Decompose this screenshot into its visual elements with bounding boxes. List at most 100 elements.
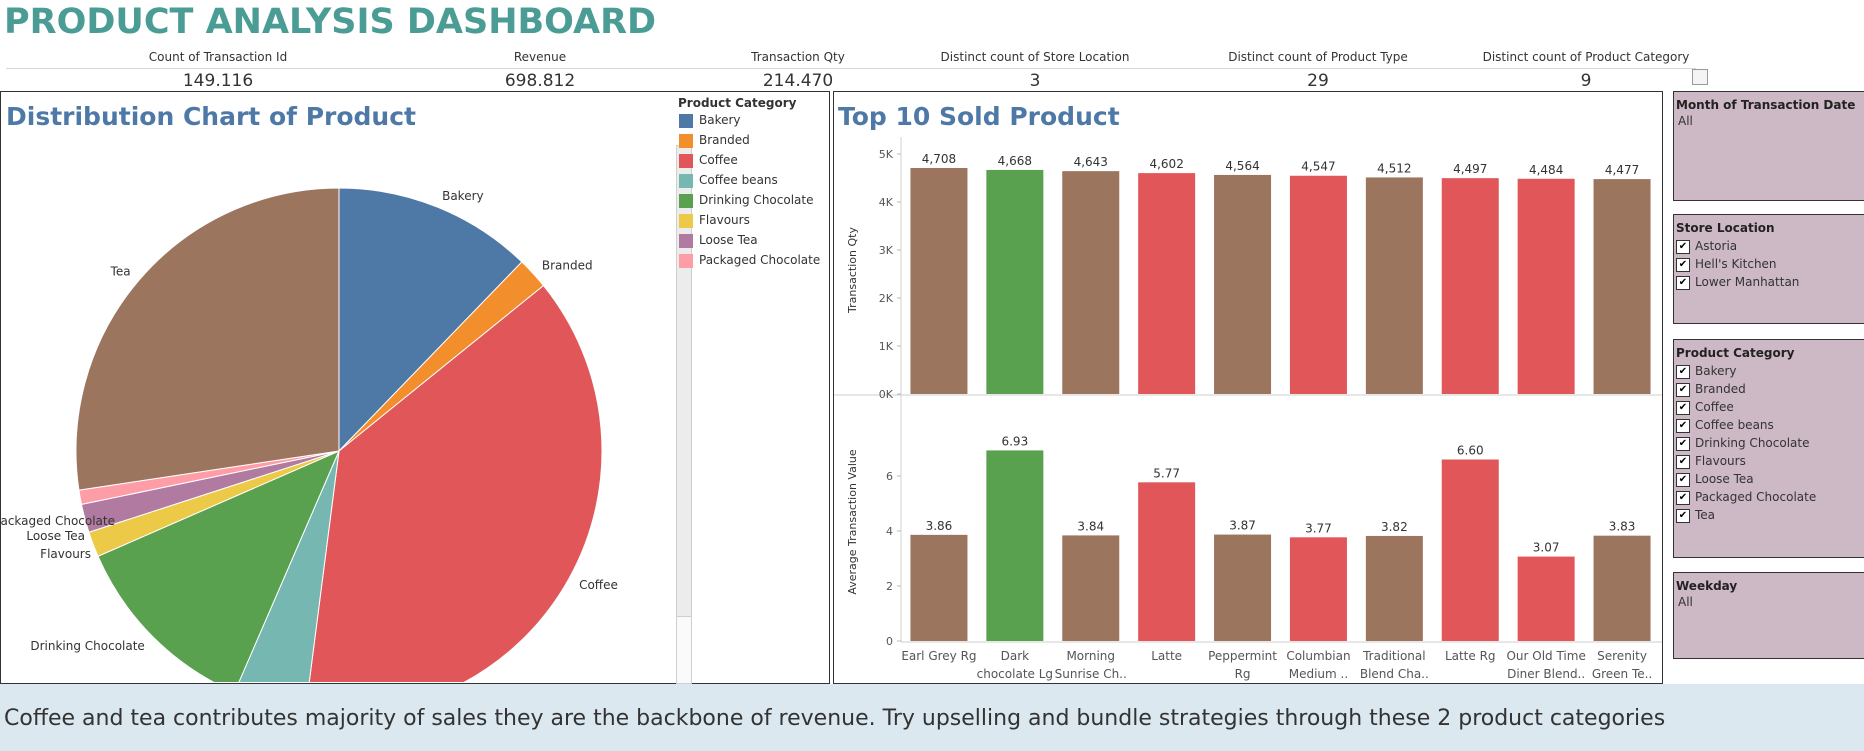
bar-qty[interactable]: [1593, 179, 1651, 394]
bar-qty[interactable]: [1441, 178, 1499, 394]
bar-value-label: 5.77: [1153, 466, 1180, 480]
kpi-checkbox[interactable]: [1692, 69, 1708, 85]
option-label: Branded: [1695, 382, 1746, 396]
filter-option[interactable]: ✔ Coffee beans: [1676, 416, 1864, 434]
filter-weekday[interactable]: Weekday All: [1673, 572, 1864, 659]
bar-avg-value[interactable]: [1289, 537, 1347, 641]
filter-option[interactable]: ✔ Tea: [1676, 506, 1864, 524]
bar-qty[interactable]: [1138, 173, 1196, 394]
kpi-value: 214,470: [762, 71, 834, 86]
filter-value[interactable]: All: [1678, 114, 1693, 128]
kpi-value: 9: [1580, 71, 1592, 86]
panel-title: Distribution Chart of Product: [6, 102, 416, 131]
option-label: Flavours: [1695, 454, 1746, 468]
checkbox-icon[interactable]: ✔: [1676, 257, 1690, 272]
filter-option[interactable]: ✔ Loose Tea: [1676, 470, 1864, 488]
pie-slice-label: Tea: [110, 265, 131, 279]
option-label: Lower Manhattan: [1695, 275, 1800, 289]
filter-option[interactable]: ✔ Astoria: [1676, 237, 1864, 255]
bar-avg-value[interactable]: [1138, 482, 1196, 641]
filter-option[interactable]: ✔ Flavours: [1676, 452, 1864, 470]
bar-qty[interactable]: [1365, 177, 1423, 394]
checkbox-icon[interactable]: ✔: [1676, 418, 1690, 433]
filter-option[interactable]: ✔ Branded: [1676, 380, 1864, 398]
filter-title: Weekday: [1676, 579, 1738, 593]
legend-label: Flavours: [699, 213, 750, 227]
bar-value-label: 4,564: [1225, 159, 1259, 173]
filter-option[interactable]: ✔ Lower Manhattan: [1676, 273, 1864, 291]
checkbox-icon[interactable]: ✔: [1676, 400, 1690, 415]
filter-product-category[interactable]: Product Category ✔ Bakery ✔ Branded ✔ Coffe…: [1673, 339, 1864, 558]
legend-item[interactable]: Coffee beans: [679, 172, 778, 188]
bar-qty[interactable]: [1517, 178, 1575, 394]
pie-slice-bakery[interactable]: [338, 187, 523, 453]
filter-value[interactable]: All: [1678, 595, 1693, 609]
bar-avg-value[interactable]: [1593, 535, 1651, 641]
checkbox-icon[interactable]: ✔: [1676, 508, 1690, 523]
bar-avg-value[interactable]: [1365, 535, 1423, 641]
pie-slice-drinking-chocolate[interactable]: [97, 450, 340, 683]
bar-avg-value[interactable]: [910, 534, 968, 641]
filter-option[interactable]: ✔ Bakery: [1676, 362, 1864, 380]
pie-slice-coffee[interactable]: [305, 284, 603, 683]
x-category-label: Latte Rg: [1445, 649, 1496, 663]
filter-title: Month of Transaction Date: [1676, 98, 1856, 112]
filter-option[interactable]: ✔ Coffee: [1676, 398, 1864, 416]
bar-qty[interactable]: [1289, 175, 1347, 394]
legend-item[interactable]: Flavours: [679, 212, 750, 228]
bar-qty[interactable]: [1062, 171, 1120, 394]
checkbox-icon[interactable]: ✔: [1676, 454, 1690, 469]
x-category-label: Dark: [1001, 649, 1030, 663]
pie-slice-coffee-beans[interactable]: [234, 450, 340, 683]
legend-swatch: [679, 153, 693, 168]
pie-slice-label: Branded: [542, 258, 593, 272]
legend-label: Bakery: [699, 113, 741, 127]
legend-swatch: [679, 113, 693, 128]
kpi-value: 29: [1307, 71, 1329, 86]
checkbox-icon[interactable]: ✔: [1676, 364, 1690, 379]
bar-qty[interactable]: [986, 169, 1044, 394]
y-tick-label: 2K: [879, 292, 894, 305]
filter-option[interactable]: ✔ Hell's Kitchen: [1676, 255, 1864, 273]
bar-avg-value[interactable]: [1441, 459, 1499, 642]
checkbox-icon[interactable]: ✔: [1676, 239, 1690, 254]
legend-item[interactable]: Bakery: [679, 112, 741, 128]
bar-avg-value[interactable]: [1062, 535, 1120, 641]
y-tick-label: 0: [886, 635, 893, 648]
checkbox-icon[interactable]: ✔: [1676, 382, 1690, 397]
legend-item[interactable]: Packaged Chocolate: [679, 252, 820, 268]
filter-option[interactable]: ✔ Drinking Chocolate: [1676, 434, 1864, 452]
pie-chart: Bakery Branded Coffee Drinking Chocolate Fla…: [1, 187, 618, 683]
x-category-label: chocolate Lg: [977, 667, 1053, 681]
legend-item[interactable]: Coffee: [679, 152, 738, 168]
bar-value-label: 4,512: [1377, 161, 1411, 175]
y-tick-label: 5K: [879, 148, 894, 161]
filter-option[interactable]: ✔ Packaged Chocolate: [1676, 488, 1864, 506]
kpi-store-location-count: Distinct count of Store Location 3: [915, 50, 1155, 86]
x-category-label: Earl Grey Rg: [901, 649, 976, 663]
checkbox-icon[interactable]: ✔: [1676, 275, 1690, 290]
filter-month[interactable]: Month of Transaction Date All: [1673, 91, 1864, 201]
bar-avg-value[interactable]: [1517, 556, 1575, 641]
pie-slice-tea[interactable]: [75, 187, 340, 491]
top-products-panel: Top 10 Sold Product 0K 1K 2K 3K 4K 5K Transact…: [833, 91, 1663, 684]
checkbox-icon[interactable]: ✔: [1676, 472, 1690, 487]
legend-item[interactable]: Branded: [679, 132, 750, 148]
kpi-revenue: Revenue 698,812: [420, 50, 660, 86]
bar-value-label: 3.07: [1533, 541, 1560, 555]
x-category-label: Sunrise Ch..: [1055, 667, 1127, 681]
bar-value-label: 6.93: [1001, 434, 1028, 448]
y-tick-label: 4: [886, 525, 893, 538]
bar-qty[interactable]: [1214, 174, 1272, 394]
checkbox-icon[interactable]: ✔: [1676, 490, 1690, 505]
legend-item[interactable]: Loose Tea: [679, 232, 758, 248]
bar-avg-value[interactable]: [1214, 534, 1272, 641]
bar-avg-value[interactable]: [986, 450, 1044, 641]
checkbox-icon[interactable]: ✔: [1676, 436, 1690, 451]
kpi-label: Distinct count of Store Location: [940, 50, 1130, 64]
bar-qty[interactable]: [910, 168, 968, 394]
filter-store-location[interactable]: Store Location ✔ Astoria ✔ Hell's Kitchen …: [1673, 214, 1864, 324]
bar-value-label: 4,602: [1149, 157, 1183, 171]
option-label: Tea: [1695, 508, 1716, 522]
legend-item[interactable]: Drinking Chocolate: [679, 192, 813, 208]
